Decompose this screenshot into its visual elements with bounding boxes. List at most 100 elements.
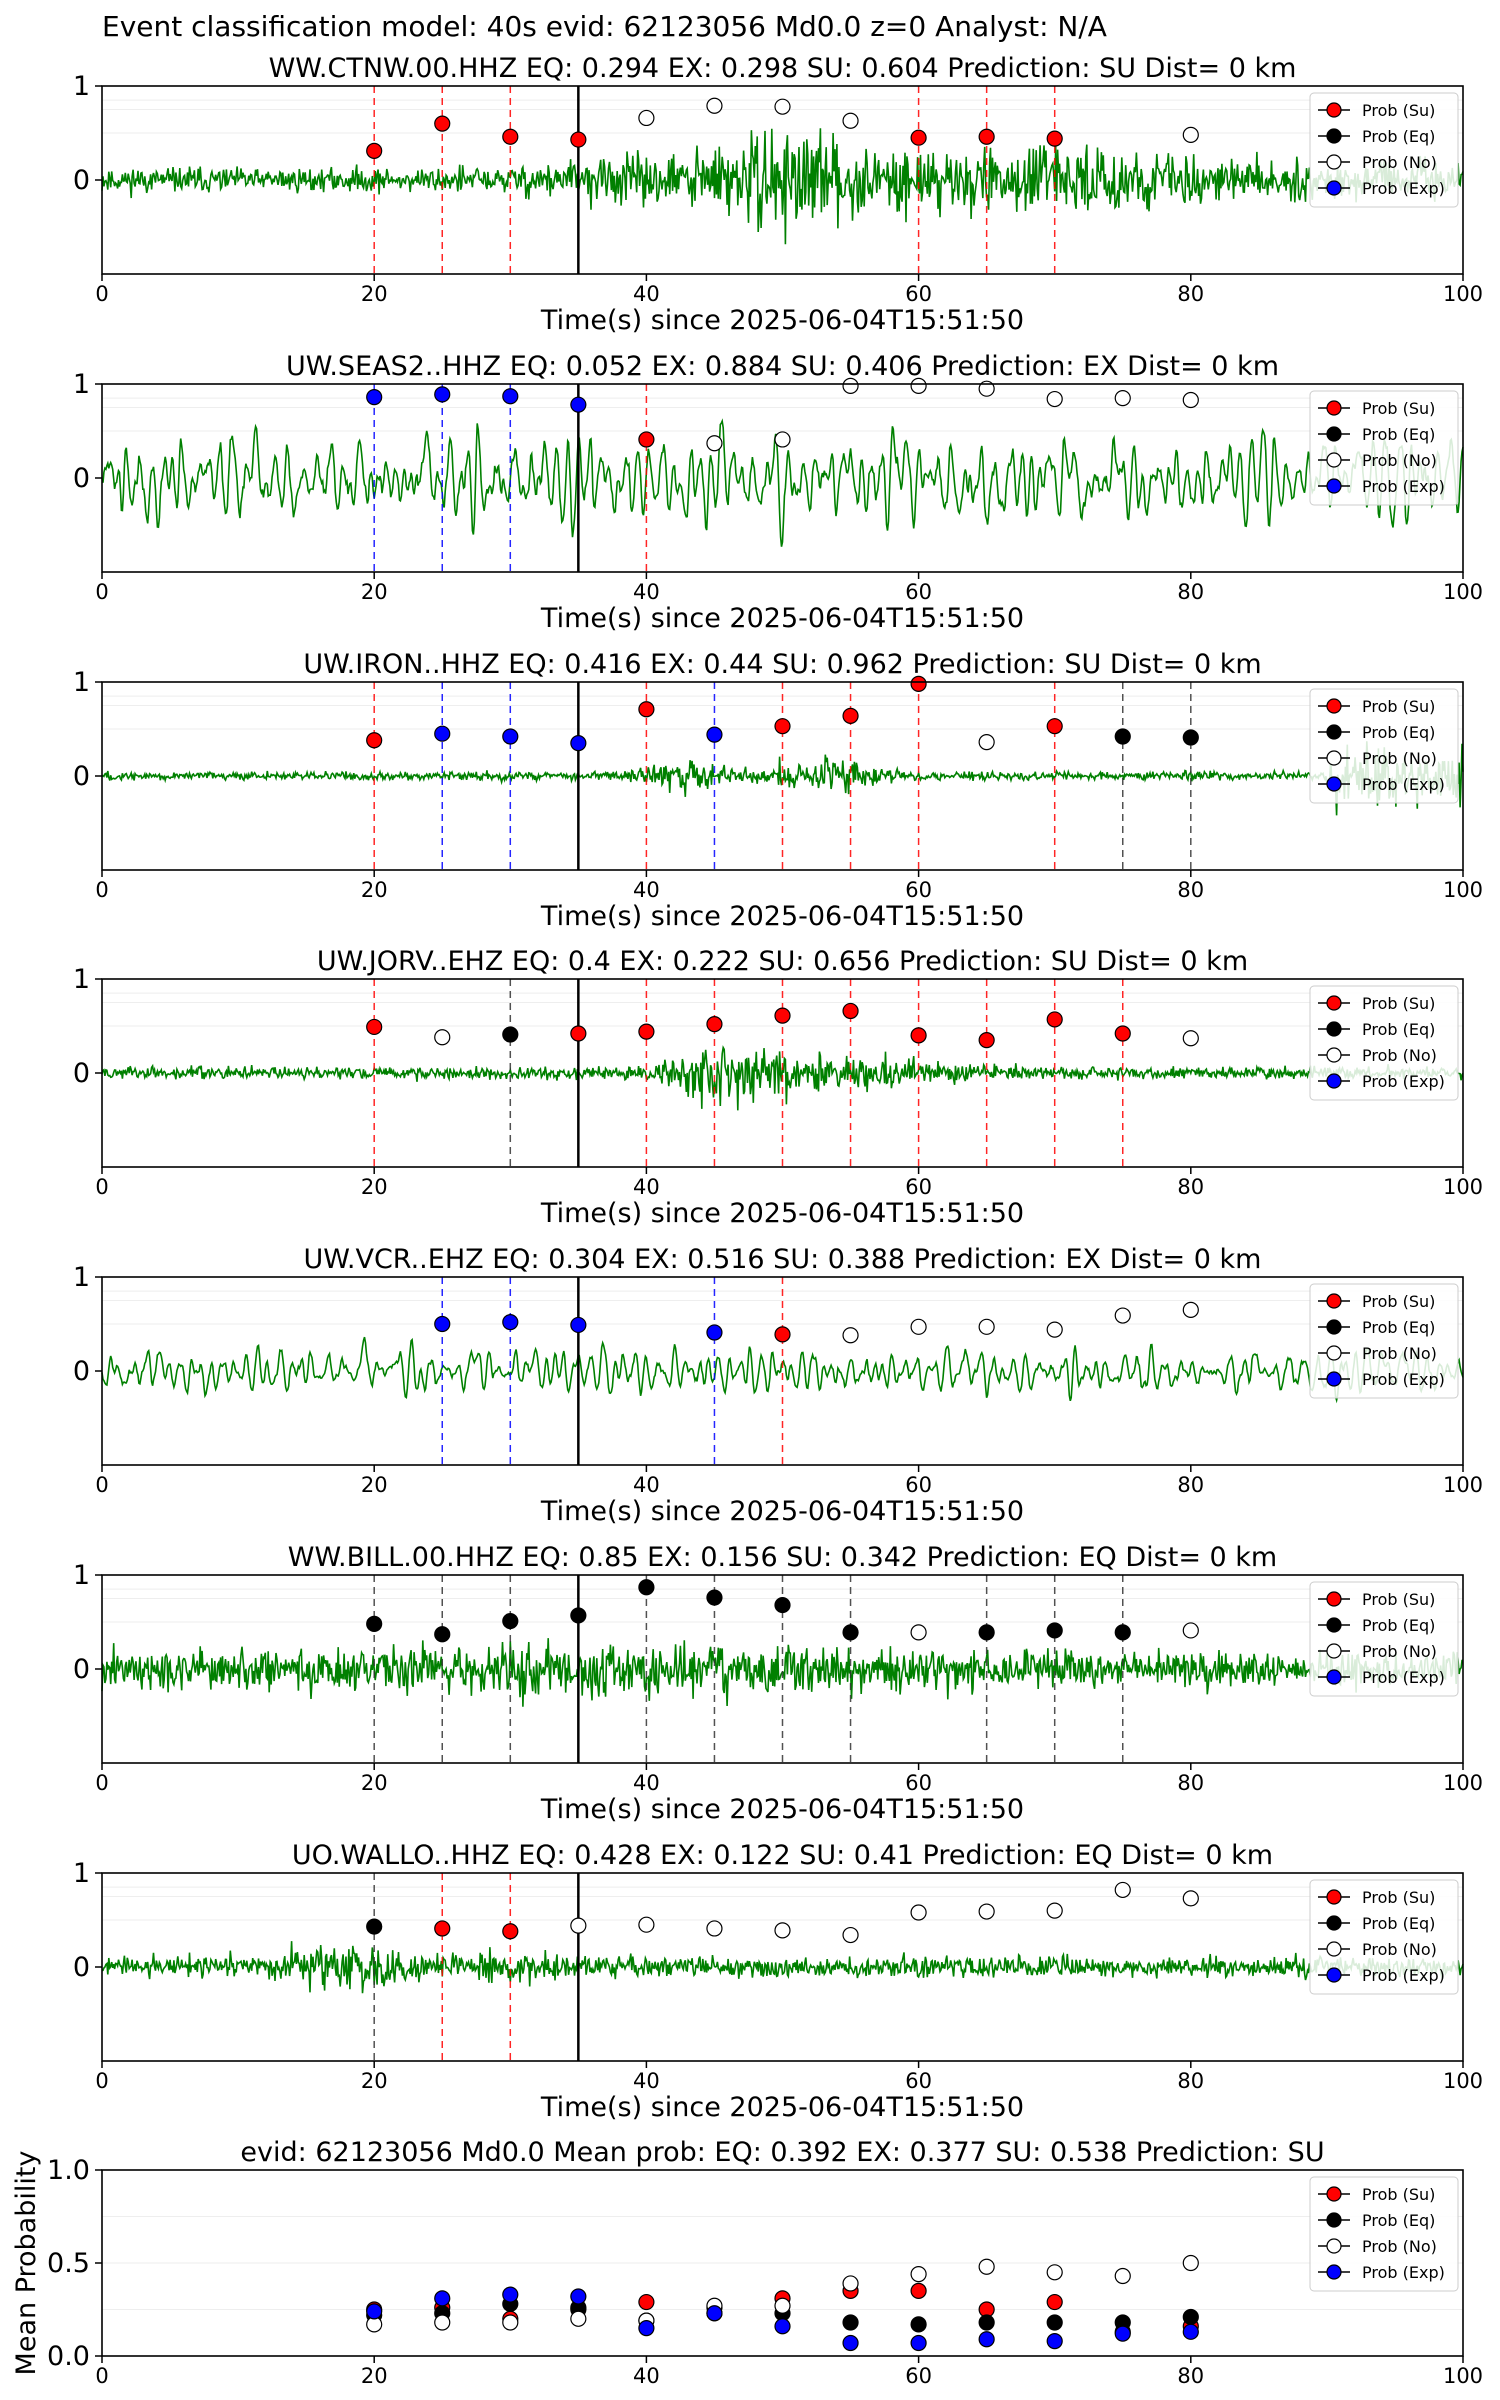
prob-marker-exp	[502, 1314, 519, 1331]
legend-label: Prob (Exp)	[1362, 477, 1445, 496]
prob-marker-exp	[502, 388, 519, 405]
legend-label: Prob (No)	[1362, 153, 1437, 172]
legend: Prob (Su) Prob (Eq) Prob (No) Prob (Exp)	[1309, 1581, 1459, 1697]
legend: Prob (Su) Prob (Eq) Prob (No) Prob (Exp)	[1309, 92, 1459, 208]
prob-marker-no	[434, 1029, 451, 1046]
legend-marker	[1326, 1889, 1342, 1905]
x-tick-label: 100	[1443, 1771, 1483, 1795]
prob-marker-no	[1114, 1307, 1131, 1324]
prob-marker-eq	[706, 1589, 723, 1606]
prob-marker-no	[1182, 1622, 1199, 1639]
prob-marker-no	[978, 1903, 995, 1920]
legend-marker	[1326, 724, 1342, 740]
y-tick-label: 0	[73, 1654, 90, 1685]
prob-marker-no	[1182, 1030, 1199, 1047]
prob-marker-eq	[502, 1026, 519, 1043]
prob-marker-eq	[1114, 728, 1131, 745]
prob-marker-exp	[366, 389, 383, 406]
panel-title: UW.JORV..EHZ EQ: 0.4 EX: 0.222 SU: 0.656…	[317, 946, 1248, 977]
x-tick-label: 0	[95, 1175, 108, 1199]
y-tick-label: 1	[73, 1560, 90, 1591]
prob-marker-su	[842, 1002, 859, 1020]
legend-label: Prob (Eq)	[1362, 2211, 1435, 2230]
prob-marker-no	[910, 377, 927, 394]
prob-marker-no	[706, 97, 723, 114]
x-tick-label: 80	[1177, 1473, 1204, 1497]
legend: Prob (Su) Prob (Eq) Prob (No) Prob (Exp)	[1309, 1283, 1459, 1399]
prob-marker-no	[842, 1926, 859, 1944]
legend-marker	[1326, 1047, 1342, 1063]
x-tick-label: 40	[633, 878, 660, 902]
x-tick-label: 0	[95, 1771, 108, 1795]
legend-marker	[1326, 1915, 1342, 1931]
prob-marker-eq	[842, 1624, 859, 1641]
prob-marker-su	[706, 1016, 723, 1033]
legend-label: Prob (Exp)	[1362, 2263, 1445, 2282]
legend-marker	[1326, 154, 1342, 170]
legend-box	[1309, 1581, 1459, 1697]
prob-marker-su	[570, 131, 587, 148]
waveform-line	[101, 1941, 1464, 1994]
y-tick-label: 0	[73, 463, 90, 494]
legend-marker	[1326, 1967, 1342, 1983]
x-tick-label: 40	[633, 2069, 660, 2093]
panel-1: WW.CTNW.00.HHZ EQ: 0.294 EX: 0.298 SU: 0…	[73, 53, 1483, 336]
legend-label: Prob (Exp)	[1362, 1966, 1445, 1985]
prob-marker-eq	[1182, 729, 1199, 746]
prob-marker-no	[1182, 1890, 1199, 1907]
x-tick-label: 60	[905, 2364, 932, 2388]
mean-prob-marker-exp	[706, 2305, 723, 2322]
mean-prob-marker-eq	[842, 2314, 859, 2331]
prob-marker-no	[910, 1318, 927, 1335]
legend-label: Prob (No)	[1362, 1642, 1437, 1661]
prob-marker-no	[842, 1327, 859, 1344]
prob-marker-no	[1046, 390, 1063, 408]
prob-marker-su	[638, 431, 655, 448]
legend-label: Prob (No)	[1362, 451, 1437, 470]
x-tick-label: 20	[361, 1175, 388, 1199]
y-tick-label: 0	[73, 165, 90, 196]
legend-label: Prob (Exp)	[1362, 1072, 1445, 1091]
legend-label: Prob (Exp)	[1362, 179, 1445, 198]
x-tick-label: 20	[361, 282, 388, 306]
panel-2: UW.SEAS2..HHZ EQ: 0.052 EX: 0.884 SU: 0.…	[73, 351, 1483, 634]
prob-marker-su	[366, 732, 383, 749]
legend-marker	[1326, 1643, 1342, 1659]
prob-marker-exp	[434, 725, 451, 742]
y-axis-label: Mean Probability	[11, 2151, 42, 2376]
legend-label: Prob (No)	[1362, 1940, 1437, 1959]
legend-marker	[1326, 698, 1342, 714]
legend-label: Prob (Eq)	[1362, 1020, 1435, 1039]
x-tick-label: 60	[905, 1175, 932, 1199]
mean-prob-marker-su	[1046, 2293, 1063, 2311]
legend-label: Prob (Su)	[1362, 2185, 1435, 2204]
x-tick-label: 100	[1443, 282, 1483, 306]
legend-label: Prob (Exp)	[1362, 1370, 1445, 1389]
prob-marker-su	[842, 707, 859, 724]
y-tick-label: 1	[73, 667, 90, 698]
panel-title: UW.SEAS2..HHZ EQ: 0.052 EX: 0.884 SU: 0.…	[286, 351, 1279, 382]
prob-marker-su	[502, 128, 519, 145]
x-tick-label: 80	[1177, 1771, 1204, 1795]
prob-marker-su	[910, 129, 927, 146]
waveform-line	[101, 741, 1464, 816]
y-tick-label: 0	[73, 1952, 90, 1983]
waveform-line	[101, 418, 1464, 547]
x-tick-label: 0	[95, 2364, 108, 2388]
prob-marker-no	[1182, 1301, 1199, 1319]
x-axis-label: Time(s) since 2025-06-04T15:51:50	[540, 1198, 1024, 1229]
panel-title: WW.CTNW.00.HHZ EQ: 0.294 EX: 0.298 SU: 0…	[269, 53, 1297, 84]
mean-prob-marker-exp	[1182, 2323, 1199, 2340]
prob-marker-exp	[502, 728, 519, 745]
legend: Prob (Su) Prob (Eq) Prob (No) Prob (Exp)	[1309, 688, 1459, 804]
legend-marker	[1326, 750, 1342, 766]
prob-marker-eq	[366, 1615, 383, 1632]
legend-marker	[1326, 1021, 1342, 1037]
prob-marker-su	[570, 1025, 587, 1042]
mean-prob-marker-su	[910, 2282, 927, 2299]
legend-box	[1309, 985, 1459, 1101]
y-tick-label: 1.0	[47, 2155, 90, 2186]
x-tick-label: 20	[361, 1771, 388, 1795]
x-tick-label: 60	[905, 580, 932, 604]
